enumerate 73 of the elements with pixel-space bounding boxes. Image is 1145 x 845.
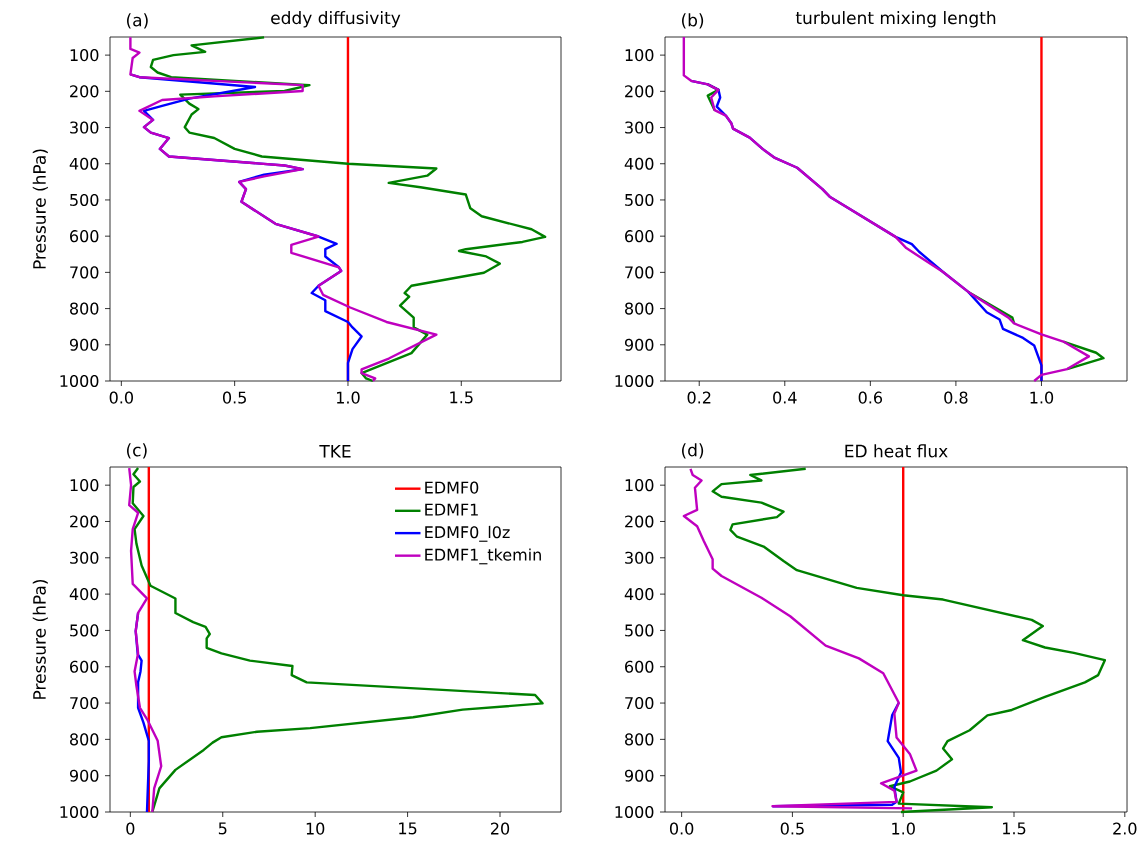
legend-label: EDMF1 bbox=[425, 503, 478, 516]
chart-title: turbulent mixing length bbox=[795, 11, 996, 28]
y-tick-label: 300 bbox=[625, 551, 654, 564]
y-axis-title: Pressure (hPa) bbox=[32, 149, 48, 269]
x-tick-label: 2.0 bbox=[1113, 822, 1137, 835]
y-tick-label: 900 bbox=[624, 769, 654, 782]
y-tick-label: 600 bbox=[625, 230, 654, 243]
y-axis-title: Pressure (hPa) bbox=[32, 579, 48, 699]
x-tick-label: 0.5 bbox=[780, 822, 804, 835]
x-tick-label: 0.0 bbox=[109, 391, 133, 404]
y-tick-label: 500 bbox=[625, 193, 654, 207]
y-tick-label: 200 bbox=[625, 85, 654, 98]
y-tick-label: 400 bbox=[624, 157, 654, 170]
y-tick-label: 800 bbox=[70, 302, 99, 315]
y-tick-label: 700 bbox=[70, 266, 99, 279]
y-tick-label: 900 bbox=[69, 769, 99, 782]
legend-label: EDMF0_l0z bbox=[425, 525, 510, 542]
x-tick-label: 0.2 bbox=[687, 391, 711, 404]
chart-title: TKE bbox=[319, 445, 351, 458]
y-tick-label: 600 bbox=[70, 230, 99, 243]
y-tick-label: 600 bbox=[625, 660, 654, 673]
y-tick-label: 100 bbox=[625, 479, 654, 492]
x-tick-label: 0.8 bbox=[944, 391, 968, 404]
x-tick-label: 0.0 bbox=[669, 822, 694, 835]
x-tick-label: 10 bbox=[306, 822, 325, 835]
y-tick-label: 700 bbox=[70, 697, 99, 710]
y-tick-label: 700 bbox=[625, 266, 654, 279]
y-tick-label: 300 bbox=[70, 121, 99, 134]
x-tick-label: 20 bbox=[491, 822, 510, 835]
y-tick-label: 500 bbox=[70, 624, 99, 637]
y-tick-label: 1000 bbox=[615, 374, 654, 388]
y-tick-label: 800 bbox=[625, 302, 654, 315]
x-tick-label: 1.0 bbox=[1030, 391, 1054, 404]
y-tick-label: 1000 bbox=[60, 805, 99, 819]
x-tick-label: 0.4 bbox=[773, 391, 797, 404]
y-tick-label: 100 bbox=[625, 49, 654, 62]
y-tick-label: 100 bbox=[70, 479, 99, 492]
y-tick-label: 600 bbox=[70, 660, 99, 673]
y-tick-label: 700 bbox=[625, 697, 654, 710]
x-tick-label: 1.0 bbox=[892, 822, 915, 835]
y-tick-label: 200 bbox=[625, 515, 654, 528]
y-tick-label: 400 bbox=[69, 588, 99, 601]
y-tick-label: 100 bbox=[70, 49, 99, 62]
x-tick-label: 1.0 bbox=[337, 391, 360, 404]
x-tick-label: 1.5 bbox=[1003, 822, 1026, 835]
x-tick-label: 0.6 bbox=[858, 391, 883, 404]
y-tick-label: 500 bbox=[70, 193, 99, 207]
y-tick-label: 300 bbox=[625, 121, 654, 134]
text: (d) bbox=[682, 443, 704, 459]
y-tick-label: 200 bbox=[70, 515, 99, 528]
y-tick-label: 900 bbox=[69, 338, 99, 351]
y-tick-label: 1000 bbox=[615, 805, 654, 819]
y-tick-label: 200 bbox=[70, 85, 99, 98]
x-tick-label: 15 bbox=[399, 822, 417, 835]
text: (a) bbox=[127, 13, 148, 29]
text: (b) bbox=[682, 13, 704, 29]
legend-label: EDMF0 bbox=[425, 481, 479, 494]
y-tick-label: 900 bbox=[624, 338, 654, 351]
y-tick-label: 800 bbox=[70, 733, 99, 746]
y-tick-label: 1000 bbox=[60, 374, 99, 388]
chart-title: eddy diffusivity bbox=[271, 11, 401, 28]
y-tick-label: 400 bbox=[69, 157, 99, 170]
y-tick-label: 400 bbox=[624, 588, 654, 601]
x-tick-label: 0.5 bbox=[222, 391, 246, 404]
x-tick-label: 0 bbox=[126, 822, 135, 835]
y-tick-label: 500 bbox=[625, 624, 654, 637]
x-tick-label: 1.5 bbox=[450, 391, 473, 404]
chart-title: ED heat flux bbox=[845, 444, 948, 458]
legend-label: EDMF1_tkemin bbox=[425, 548, 541, 565]
y-tick-label: 800 bbox=[625, 733, 654, 746]
text: (c) bbox=[127, 443, 147, 459]
y-tick-label: 300 bbox=[70, 551, 99, 564]
x-tick-label: 5 bbox=[218, 822, 227, 835]
